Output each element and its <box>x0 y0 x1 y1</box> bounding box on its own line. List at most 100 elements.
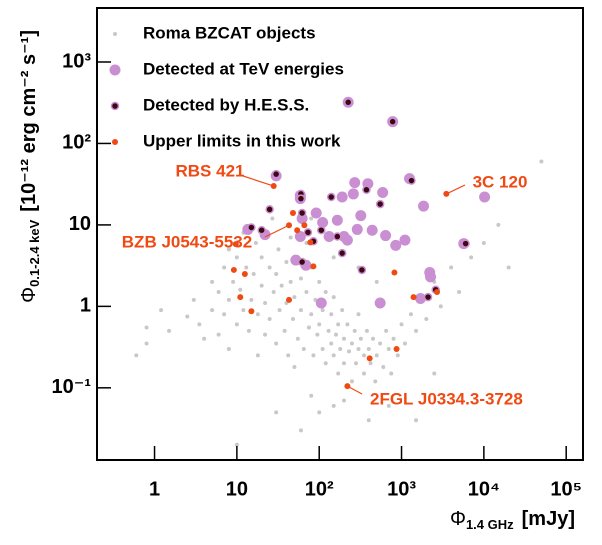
point <box>323 231 335 243</box>
annotation-leader <box>264 224 290 238</box>
point <box>384 328 389 333</box>
point <box>267 265 272 270</box>
point <box>286 353 291 358</box>
point <box>144 341 149 346</box>
point <box>418 200 430 212</box>
legend-marker <box>109 64 121 76</box>
point <box>244 265 249 270</box>
legend-label: Upper limits in this work <box>143 131 341 150</box>
point <box>389 371 394 376</box>
point <box>270 216 275 221</box>
point <box>349 379 354 384</box>
point <box>259 255 264 260</box>
point <box>304 290 309 295</box>
point <box>399 322 404 327</box>
point <box>358 336 363 341</box>
point <box>481 240 486 245</box>
x-tick-label: 10² <box>305 478 334 500</box>
point <box>309 216 314 221</box>
point <box>226 247 231 252</box>
x-label-symbol: Φ <box>450 508 466 530</box>
y-tick-label: 10² <box>62 132 91 154</box>
point <box>357 265 367 275</box>
point <box>341 361 346 366</box>
point <box>347 188 359 200</box>
point <box>366 418 371 423</box>
point <box>297 257 307 267</box>
point <box>279 283 284 288</box>
point <box>354 361 359 366</box>
point <box>134 353 139 358</box>
point <box>329 341 334 346</box>
point <box>381 365 386 370</box>
point <box>386 403 391 408</box>
plot-area <box>134 96 544 447</box>
point <box>185 314 190 319</box>
point <box>355 210 367 222</box>
point <box>320 308 325 313</box>
point <box>432 371 437 376</box>
point <box>241 308 246 313</box>
point <box>210 279 215 284</box>
point <box>309 312 314 317</box>
point <box>274 271 279 276</box>
point <box>202 336 207 341</box>
point <box>231 279 236 284</box>
point <box>377 186 389 198</box>
point <box>288 279 293 284</box>
point <box>375 199 385 209</box>
point <box>311 353 316 358</box>
annotation: RBS 421 <box>176 161 245 180</box>
point <box>423 292 433 302</box>
point <box>248 308 255 315</box>
point <box>251 271 256 276</box>
point <box>425 271 437 283</box>
point <box>506 265 511 270</box>
point <box>295 336 300 341</box>
point <box>317 410 322 415</box>
point <box>424 316 429 321</box>
point <box>234 255 239 260</box>
point <box>255 353 260 358</box>
point <box>469 255 474 260</box>
point <box>349 341 354 346</box>
point <box>329 312 334 317</box>
point <box>336 191 348 203</box>
point <box>395 353 400 358</box>
point <box>496 222 501 227</box>
point <box>191 297 196 302</box>
y-tick-label: 10⁻¹ <box>52 376 92 398</box>
point <box>317 217 329 229</box>
point <box>373 379 378 384</box>
point <box>361 353 366 358</box>
point <box>317 225 326 235</box>
point <box>241 270 248 277</box>
point <box>407 176 416 185</box>
point <box>414 418 419 423</box>
point <box>336 371 341 376</box>
point <box>352 328 357 333</box>
point <box>351 223 363 235</box>
point <box>364 328 369 333</box>
point <box>345 322 350 327</box>
point <box>334 332 339 337</box>
point <box>234 322 239 327</box>
point <box>317 279 322 284</box>
point <box>366 355 373 362</box>
point <box>410 294 417 301</box>
legend-marker <box>113 32 117 36</box>
x-label-subscript: 1.4 GHz <box>466 517 514 532</box>
point <box>331 295 336 300</box>
point <box>257 225 266 235</box>
point <box>343 98 353 107</box>
point <box>301 346 306 351</box>
point <box>341 234 353 246</box>
point <box>277 308 282 313</box>
point <box>341 398 346 403</box>
point <box>253 240 258 245</box>
y-label-unit: [10⁻¹² erg cm⁻² s⁻¹] <box>18 30 40 212</box>
point <box>144 325 149 330</box>
point <box>393 345 400 352</box>
y-axis-label: Φ0.1-2.4 keV [10⁻¹² erg cm⁻² s⁻¹] <box>18 30 42 303</box>
